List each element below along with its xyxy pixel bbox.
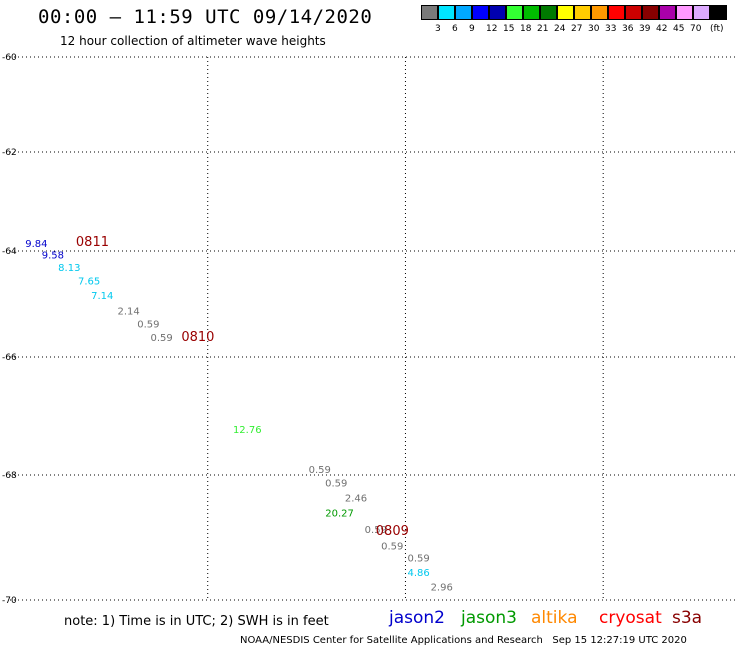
- legend-cryosat: cryosat: [599, 608, 662, 628]
- footer: note: 1) Time is in UTC; 2) SWH is in fe…: [0, 606, 740, 650]
- scale-label: 15: [503, 24, 515, 34]
- wave-height-point: 7.65: [78, 277, 100, 288]
- wave-height-point: 2.14: [118, 306, 140, 317]
- chart-title: 00:00 – 11:59 UTC 09/14/2020: [38, 6, 373, 28]
- scale-swatch: [676, 5, 693, 20]
- footer-note: note: 1) Time is in UTC; 2) SWH is in fe…: [64, 614, 329, 629]
- y-tick-label: -66: [2, 353, 17, 363]
- scale-label: 24: [554, 24, 566, 34]
- wave-height-point: 0.59: [150, 333, 172, 344]
- scale-label: 18: [520, 24, 532, 34]
- wave-height-point: 9.84: [25, 239, 47, 250]
- scale-swatch: [506, 5, 523, 20]
- scale-swatch: [591, 5, 608, 20]
- scale-swatch: [472, 5, 489, 20]
- wave-height-point: 20.27: [325, 509, 354, 520]
- y-tick-label: -62: [2, 148, 17, 158]
- scale-label: 30: [588, 24, 600, 34]
- pass-time-label: 0809: [376, 524, 409, 539]
- y-tick-label: -70: [2, 596, 17, 606]
- wave-height-point: 2.96: [431, 582, 453, 593]
- scale-swatch: [455, 5, 472, 20]
- scale-label: 27: [571, 24, 583, 34]
- scale-swatch: [659, 5, 676, 20]
- legend-s3a: s3a: [672, 608, 703, 628]
- scale-label: 21: [537, 24, 549, 34]
- scale-unit-label: (ft): [710, 24, 724, 34]
- scale-label: 12: [486, 24, 498, 34]
- legend-altika: altika: [531, 608, 578, 628]
- wave-height-point: 0.59: [325, 479, 347, 490]
- scale-swatch: [625, 5, 642, 20]
- scale-swatch: [540, 5, 557, 20]
- wave-height-point: 0.59: [137, 320, 159, 331]
- scale-label: 36: [622, 24, 634, 34]
- scale-label: 45: [673, 24, 685, 34]
- wave-height-point: 4.86: [408, 568, 430, 579]
- scale-label: 9: [469, 24, 475, 34]
- pass-time-label: 0811: [76, 235, 109, 250]
- scale-label: 39: [639, 24, 651, 34]
- scale-swatch: [421, 5, 438, 20]
- scale-swatch: [693, 5, 710, 20]
- scale-label: 6: [452, 24, 458, 34]
- scale-swatch: [574, 5, 591, 20]
- wave-height-point: 0.59: [365, 525, 387, 536]
- y-tick-label: -68: [2, 471, 17, 481]
- wave-height-point: 0.59: [309, 465, 331, 476]
- altimeter-plot: -135-132-129-126-123-124-60-62-64-66-68-…: [2, 53, 735, 606]
- wave-height-point: 7.14: [91, 291, 113, 302]
- chart-subtitle: 12 hour collection of altimeter wave hei…: [60, 34, 326, 48]
- scale-label: 3: [435, 24, 441, 34]
- scale-label: 42: [656, 24, 668, 34]
- scale-label: 70: [690, 24, 702, 34]
- footer-credit: NOAA/NESDIS Center for Satellite Applica…: [240, 635, 687, 646]
- scale-swatch: [642, 5, 659, 20]
- pass-time-label: 0810: [181, 330, 214, 345]
- wave-height-point: 0.59: [381, 542, 403, 553]
- wave-height-point: 9.58: [42, 251, 64, 262]
- scale-label: 33: [605, 24, 617, 34]
- scale-swatch: [438, 5, 455, 20]
- scale-swatch: [489, 5, 506, 20]
- scale-swatch: [608, 5, 625, 20]
- legend-jason3: jason3: [461, 608, 517, 628]
- wave-height-point: 2.46: [345, 494, 367, 505]
- scale-swatch: [523, 5, 540, 20]
- scale-swatch: [557, 5, 574, 20]
- y-tick-label: -64: [2, 247, 17, 257]
- y-tick-label: -60: [2, 53, 17, 63]
- wave-height-point: 8.13: [58, 263, 80, 274]
- legend-jason2: jason2: [389, 608, 445, 628]
- wave-height-point: 12.76: [233, 425, 262, 436]
- wave-height-point: 0.59: [408, 554, 430, 565]
- scale-swatch: [710, 5, 727, 20]
